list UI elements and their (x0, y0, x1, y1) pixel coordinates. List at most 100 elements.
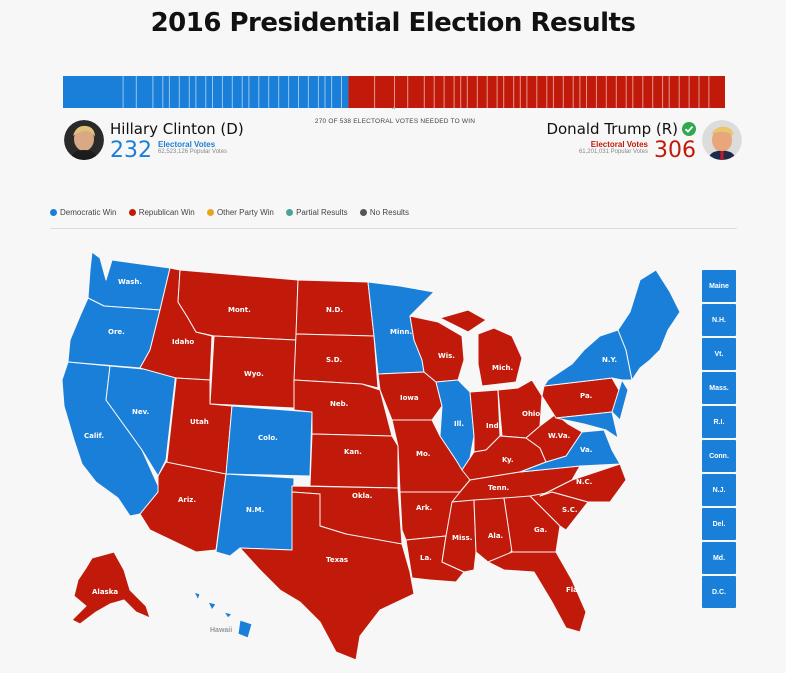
us-election-map: Wash. Ore. Calif. Nev. Idaho Mont. Wyo. Utah Col… (61, 251, 681, 661)
ev-bar-state-divider (374, 76, 376, 108)
legend-republican: Republican Win (128, 208, 195, 217)
legend-other: Other Party Win (206, 208, 274, 217)
map-label-iowa: Iowa (400, 394, 419, 402)
map-label-wyo: Wyo. (244, 370, 264, 378)
ev-bar-state-divider (662, 76, 664, 108)
rep-ev-label: Electoral Votes (590, 140, 648, 149)
state-ga[interactable] (503, 495, 561, 553)
ev-bar-state-divider (317, 76, 319, 108)
votes-needed-text: 270 OF 538 ELECTORAL VOTES NEEDED TO WIN (314, 118, 476, 125)
ev-bar-state-divider (268, 76, 270, 108)
map-label-ariz: Ariz. (178, 496, 196, 504)
northeast-box-ri[interactable]: R.I. (702, 406, 736, 438)
state-md-de-nj[interactable] (555, 379, 629, 439)
state-texas[interactable] (239, 491, 415, 661)
map-label-mo: Mo. (416, 450, 430, 458)
map-label-ark: Ark. (416, 504, 432, 512)
state-kan[interactable] (309, 433, 399, 489)
ev-bar-state-divider (652, 76, 654, 108)
state-nc[interactable] (539, 463, 627, 503)
ev-bar-state-divider (195, 76, 197, 108)
state-sd[interactable] (293, 333, 379, 389)
state-mich[interactable] (439, 309, 523, 387)
map-label-minn: Minn. (390, 328, 412, 336)
state-new-england[interactable] (617, 269, 681, 381)
map-legend: Democratic Win Republican Win Other Part… (50, 208, 419, 217)
electoral-vote-bar-svg (63, 76, 725, 108)
map-label-colo: Colo. (258, 434, 278, 442)
ev-bar-state-divider (135, 76, 137, 108)
ev-bar-state-divider (642, 76, 644, 108)
map-label-nev: Nev. (132, 408, 149, 416)
ev-bar-state-divider (288, 76, 290, 108)
map-label-wva: W.Va. (548, 432, 570, 440)
ev-bar-state-divider (466, 76, 468, 108)
state-mont[interactable] (177, 269, 299, 341)
ev-bar-state-divider (678, 76, 680, 108)
map-label-ill: Ill. (454, 420, 464, 428)
map-label-sd: S.D. (326, 356, 342, 364)
map-label-pa: Pa. (580, 392, 592, 400)
ev-bar-state-divider (546, 76, 548, 108)
dem-popular-votes: 62,523,126 Popular Votes (158, 149, 228, 155)
map-label-nc: N.C. (576, 478, 592, 486)
northeast-box-nh[interactable]: N.H. (702, 304, 736, 336)
state-nm[interactable] (215, 473, 295, 557)
rep-candidate: Donald Trump (R) Electoral Votes 61,201,… (542, 120, 742, 164)
state-hawaii[interactable] (193, 591, 253, 639)
map-label-mich: Mich. (492, 364, 513, 372)
northeast-box-md[interactable]: Md. (702, 542, 736, 574)
ev-bar-state-divider (407, 76, 409, 108)
ev-bar-state-divider (615, 76, 617, 108)
map-label-ind: Ind. (486, 422, 501, 430)
ev-bar-state-divider (331, 76, 333, 108)
northeast-box-mass[interactable]: Mass. (702, 372, 736, 404)
map-label-ala: Ala. (488, 532, 503, 540)
rep-candidate-name: Donald Trump (R) (546, 120, 678, 138)
page-title: 2016 Presidential Election Results (150, 8, 636, 38)
map-label-sc: S.C. (562, 506, 578, 514)
hawaii-label: Hawaii (210, 627, 232, 634)
map-label-wis: Wis. (438, 352, 455, 360)
ev-bar-state-divider (278, 76, 280, 108)
ev-bar-state-divider (178, 76, 180, 108)
ev-bar-state-divider (221, 76, 223, 108)
northeast-box-vt[interactable]: Vt. (702, 338, 736, 370)
caret-up-icon: ⌃ (390, 106, 397, 115)
ev-bar-state-divider (188, 76, 190, 108)
ev-bar-state-divider (632, 76, 634, 108)
map-label-ga: Ga. (534, 526, 547, 534)
map-label-ny: N.Y. (602, 356, 617, 364)
northeast-box-conn[interactable]: Conn. (702, 440, 736, 472)
map-label-calif: Calif. (84, 432, 104, 440)
state-ny[interactable] (543, 329, 633, 387)
legend-democratic: Democratic Win (50, 208, 116, 217)
northeast-box-maine[interactable]: Maine (702, 270, 736, 302)
legend-none: No Results (359, 208, 409, 217)
trump-avatar (702, 120, 742, 160)
map-label-utah: Utah (190, 418, 209, 426)
state-alaska[interactable] (71, 551, 151, 625)
northeast-box-dc[interactable]: D.C. (702, 576, 736, 608)
ev-bar-state-divider (496, 76, 498, 108)
ev-bar-state-divider (231, 76, 233, 108)
winner-check-icon (682, 122, 696, 136)
ev-bar-state-divider (595, 76, 597, 108)
map-label-va: Va. (580, 446, 592, 454)
divider (50, 228, 737, 229)
northeast-box-nj[interactable]: N.J. (702, 474, 736, 506)
map-label-ore: Ore. (108, 328, 125, 336)
ev-bar-state-divider (122, 76, 124, 108)
ev-bar-state-divider (241, 76, 243, 108)
rep-popular-votes: 61,201,031 Popular Votes (578, 149, 648, 155)
legend-partial: Partial Results (286, 208, 348, 217)
northeast-box-del[interactable]: Del. (702, 508, 736, 540)
dem-candidate-name: Hillary Clinton (D) (110, 120, 244, 138)
ev-bar-state-divider (552, 76, 554, 108)
state-fla[interactable] (487, 551, 587, 633)
map-label-miss: Miss. (452, 534, 472, 542)
map-label-tenn: Tenn. (488, 484, 509, 492)
map-label-texas: Texas (326, 556, 348, 564)
ev-bar-state-divider (298, 76, 299, 108)
clinton-avatar (64, 120, 104, 160)
